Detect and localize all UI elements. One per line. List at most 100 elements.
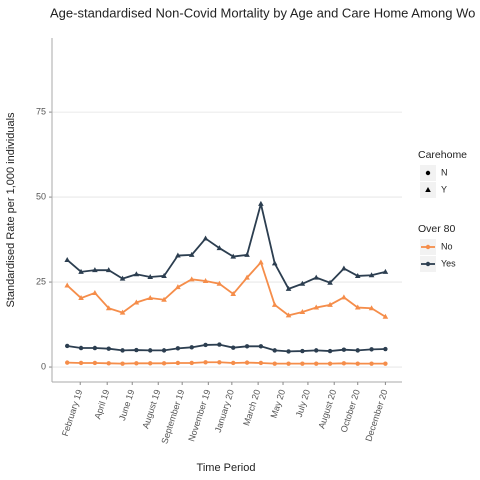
point xyxy=(64,282,71,288)
point xyxy=(286,361,291,366)
point xyxy=(161,296,167,302)
point xyxy=(271,301,278,307)
point xyxy=(134,361,139,366)
x-tick-label: August 19 xyxy=(140,388,162,430)
point xyxy=(147,273,154,279)
legend-point xyxy=(425,244,431,250)
point xyxy=(341,347,347,352)
x-tick-label: November 19 xyxy=(186,388,212,442)
point xyxy=(92,267,98,273)
point xyxy=(64,256,71,262)
point xyxy=(189,345,194,350)
legend-title: Carehome xyxy=(418,149,467,161)
point xyxy=(244,344,250,349)
x-tick-label: January 20 xyxy=(213,388,236,433)
point xyxy=(368,272,375,278)
point xyxy=(355,348,360,353)
point xyxy=(313,274,320,280)
point xyxy=(133,271,140,277)
point xyxy=(202,278,209,284)
point xyxy=(133,299,140,305)
y-tick-label: 25 xyxy=(36,276,46,286)
x-tick-label: October 20 xyxy=(339,388,362,433)
point xyxy=(300,361,305,366)
point xyxy=(272,348,277,353)
point xyxy=(383,346,388,352)
point xyxy=(65,360,70,365)
point xyxy=(92,345,98,351)
point xyxy=(369,347,374,352)
point xyxy=(92,360,98,366)
point xyxy=(258,259,264,265)
chart-title: Age-standardised Non-Covid Mortality by … xyxy=(50,5,475,20)
point xyxy=(272,361,277,366)
point xyxy=(285,285,292,291)
x-tick-label: December 20 xyxy=(363,388,389,442)
point xyxy=(147,295,154,301)
point xyxy=(106,361,111,366)
legend-point xyxy=(425,261,431,267)
point xyxy=(258,200,264,206)
point xyxy=(314,348,319,353)
point xyxy=(78,360,84,366)
point xyxy=(105,267,112,273)
point xyxy=(175,252,181,258)
point xyxy=(382,313,389,319)
legend-label: N xyxy=(441,167,448,177)
series-line xyxy=(66,203,386,290)
point xyxy=(217,342,222,347)
series-line xyxy=(67,361,386,365)
point xyxy=(188,276,195,282)
point xyxy=(161,348,167,353)
x-tick-label: February 19 xyxy=(60,388,85,437)
series-line xyxy=(67,343,386,353)
point xyxy=(175,284,181,290)
x-tick-label: July 20 xyxy=(294,388,312,418)
point xyxy=(300,348,305,354)
series-line xyxy=(66,260,386,318)
point xyxy=(216,280,223,286)
point xyxy=(258,344,264,349)
x-tick-label: April 19 xyxy=(92,388,111,420)
point xyxy=(202,235,209,241)
point xyxy=(175,346,181,351)
point xyxy=(299,308,306,314)
x-tick-label: June 19 xyxy=(117,388,136,422)
point xyxy=(78,268,84,274)
point xyxy=(327,361,333,366)
point xyxy=(313,304,320,310)
x-tick-label: March 20 xyxy=(241,388,262,427)
point xyxy=(134,347,139,353)
point xyxy=(161,361,167,366)
point xyxy=(341,265,347,271)
point xyxy=(271,260,278,266)
point xyxy=(92,289,98,295)
point xyxy=(244,360,250,365)
legend-label: Yes xyxy=(441,258,456,268)
point xyxy=(369,361,374,366)
x-tick-label: September 19 xyxy=(159,388,186,445)
point xyxy=(175,360,181,366)
point xyxy=(65,343,70,349)
point xyxy=(119,275,126,281)
point xyxy=(105,305,112,311)
point xyxy=(230,253,237,259)
point xyxy=(188,251,195,257)
point xyxy=(120,348,125,353)
point xyxy=(203,360,208,365)
point xyxy=(258,360,264,366)
point xyxy=(78,345,84,351)
point xyxy=(119,309,126,315)
point xyxy=(285,312,292,318)
point xyxy=(231,345,236,350)
y-tick-label: 75 xyxy=(36,106,46,116)
point xyxy=(299,280,306,286)
point xyxy=(203,342,208,348)
point xyxy=(354,304,361,310)
y-tick-label: 0 xyxy=(41,361,46,371)
legend-marker xyxy=(425,170,431,176)
point xyxy=(327,348,333,354)
x-axis-label: Time Period xyxy=(197,462,256,474)
point xyxy=(217,360,222,365)
